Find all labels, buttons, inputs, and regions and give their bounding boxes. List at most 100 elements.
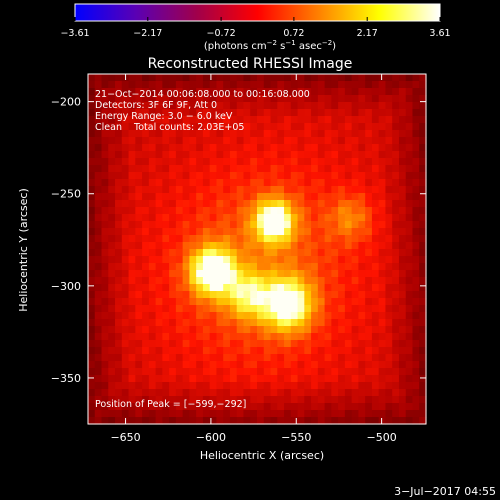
heatmap-cell xyxy=(392,109,400,117)
heatmap-cell xyxy=(196,389,204,397)
heatmap-cell xyxy=(290,109,299,117)
heatmap-cell xyxy=(304,165,312,173)
heatmap-cell xyxy=(371,144,380,152)
heatmap-cell xyxy=(304,137,312,145)
heatmap-cell xyxy=(169,165,177,173)
heatmap-cell xyxy=(135,382,143,390)
heatmap-cell xyxy=(344,375,353,383)
heatmap-cell xyxy=(290,221,299,229)
heatmap-cell xyxy=(128,207,136,215)
heatmap-cell xyxy=(229,109,238,117)
heatmap-cell xyxy=(338,333,346,341)
heatmap-cell xyxy=(94,305,103,313)
heatmap-cell xyxy=(371,165,380,173)
heatmap-cell xyxy=(202,179,211,187)
heatmap-cell xyxy=(108,102,116,110)
heatmap-cell xyxy=(263,151,272,159)
heatmap-cell xyxy=(236,361,245,369)
heatmap-cell xyxy=(115,305,123,313)
heatmap-cell xyxy=(365,270,373,278)
heatmap-cell xyxy=(378,298,387,306)
heatmap-cell xyxy=(223,207,231,215)
heatmap-cell xyxy=(223,284,231,292)
heatmap-cell xyxy=(223,382,231,390)
heatmap-cell xyxy=(155,81,163,89)
heatmap-cell xyxy=(419,361,427,369)
heatmap-cell xyxy=(135,235,143,243)
heatmap-cell xyxy=(365,95,373,103)
heatmap-cell xyxy=(209,74,218,82)
heatmap-cell xyxy=(128,417,136,425)
heatmap-cell xyxy=(351,249,359,257)
heatmap-cell xyxy=(209,312,218,320)
heatmap-cell xyxy=(169,284,177,292)
heatmap-cell xyxy=(257,102,265,110)
heatmap-cell xyxy=(182,158,190,166)
heatmap-cell xyxy=(243,123,251,131)
heatmap-cell xyxy=(284,214,292,222)
heatmap-cell xyxy=(338,228,346,236)
heatmap-cell xyxy=(189,305,197,313)
heatmap-cell xyxy=(250,144,258,152)
heatmap-cell xyxy=(148,291,157,299)
heatmap-cell xyxy=(128,368,136,376)
heatmap-cell xyxy=(250,88,258,96)
heatmap-cell xyxy=(338,410,346,418)
heatmap-cell xyxy=(405,214,414,222)
heatmap-cell xyxy=(344,179,353,187)
heatmap-cell xyxy=(182,95,190,103)
heatmap-cell xyxy=(94,291,103,299)
heatmap-cell xyxy=(405,130,414,138)
heatmap-cell xyxy=(344,123,353,131)
heatmap-cell xyxy=(162,333,170,341)
heatmap-cell xyxy=(378,368,387,376)
heatmap-cell xyxy=(385,319,393,327)
heatmap-cell xyxy=(297,347,305,355)
heatmap-cell xyxy=(243,319,251,327)
heatmap-cell xyxy=(250,81,258,89)
heatmap-cell xyxy=(236,263,245,271)
heatmap-cell xyxy=(175,158,184,166)
heatmap-cell xyxy=(115,389,123,397)
heatmap-cell xyxy=(365,361,373,369)
heatmap-cell xyxy=(392,410,400,418)
heatmap-cell xyxy=(182,200,190,208)
heatmap-cell xyxy=(94,151,103,159)
heatmap-cell xyxy=(344,389,353,397)
heatmap-cell xyxy=(209,109,218,117)
heatmap-cell xyxy=(148,144,157,152)
heatmap-cell xyxy=(196,284,204,292)
heatmap-cell xyxy=(371,368,380,376)
heatmap-cell xyxy=(392,284,400,292)
heatmap-cell xyxy=(229,144,238,152)
heatmap-cell xyxy=(351,319,359,327)
heatmap-cell xyxy=(290,375,299,383)
heatmap-cell xyxy=(263,74,272,82)
heatmap-cell xyxy=(311,333,319,341)
heatmap-cell xyxy=(128,228,136,236)
heatmap-cell xyxy=(229,410,238,418)
heatmap-cell xyxy=(385,151,393,159)
heatmap-cell xyxy=(351,340,359,348)
heatmap-cell xyxy=(115,221,123,229)
heatmap-cell xyxy=(284,291,292,299)
heatmap-cell xyxy=(236,144,245,152)
heatmap-cell xyxy=(317,221,326,229)
heatmap-cell xyxy=(290,312,299,320)
heatmap-cell xyxy=(196,130,204,138)
heatmap-cell xyxy=(419,158,427,166)
heatmap-cell xyxy=(101,172,109,180)
heatmap-cell xyxy=(317,291,326,299)
heatmap-cell xyxy=(277,102,285,110)
heatmap-cell xyxy=(297,382,305,390)
heatmap-cell xyxy=(236,116,245,124)
heatmap-cell xyxy=(257,270,265,278)
heatmap-cell xyxy=(216,88,224,96)
heatmap-cell xyxy=(128,200,136,208)
heatmap-cell xyxy=(216,242,224,250)
heatmap-cell xyxy=(162,347,170,355)
heatmap-cell xyxy=(311,214,319,222)
heatmap-cell xyxy=(236,291,245,299)
heatmap-cell xyxy=(243,207,251,215)
heatmap-cell xyxy=(270,256,278,264)
